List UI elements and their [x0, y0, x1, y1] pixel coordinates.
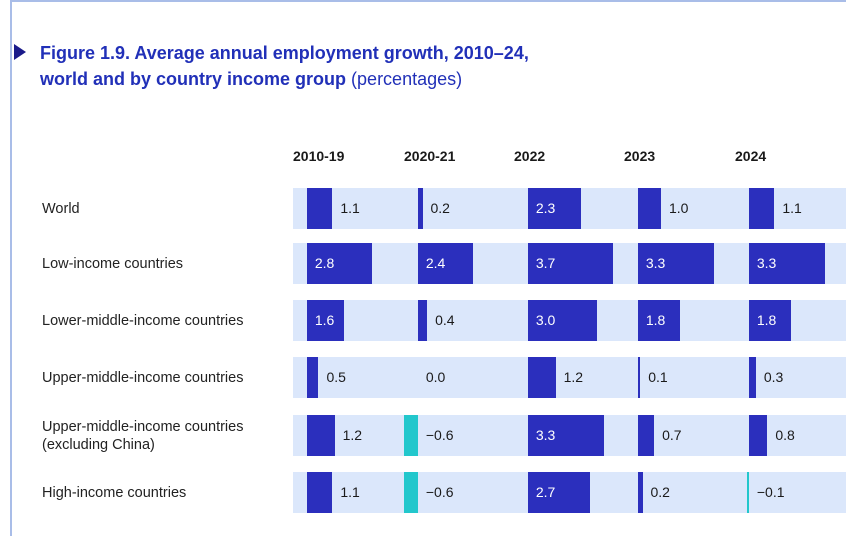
value-label: 1.8: [645, 312, 666, 328]
value-label: 2.3: [535, 200, 556, 216]
bar: [306, 472, 333, 513]
bar: [404, 472, 418, 513]
value-label: 0.1: [648, 369, 668, 385]
bar: [637, 243, 715, 284]
bar: [527, 300, 598, 341]
bar: [527, 472, 591, 513]
bar: [404, 415, 418, 456]
bar: [748, 300, 791, 341]
bar: [527, 357, 556, 398]
value-label: 1.2: [342, 427, 363, 443]
row-label: High-income countries: [42, 484, 187, 501]
bar: [637, 300, 680, 341]
value-label: 3.3: [645, 255, 666, 271]
cell: [404, 357, 515, 398]
column-header: 2024: [735, 148, 767, 164]
bar: [306, 357, 319, 398]
cell: [624, 357, 735, 398]
title-block: Figure 1.9. Average annual employment gr…: [40, 40, 820, 92]
value-label: 1.6: [314, 312, 335, 328]
row-label: Upper-middle-income countries (excluding…: [42, 418, 244, 453]
value-label: 0.0: [425, 369, 446, 385]
value-label: −0.1: [756, 484, 785, 500]
bar: [417, 300, 428, 341]
value-label: 0.2: [430, 200, 450, 216]
value-label: −0.6: [425, 484, 454, 500]
value-label: 2.7: [535, 484, 556, 500]
cell: [735, 472, 846, 513]
value-label: −0.6: [425, 427, 454, 443]
value-label: 3.3: [756, 255, 777, 271]
value-label: 0.7: [662, 427, 682, 443]
value-label: 1.1: [340, 484, 360, 500]
bar: [748, 243, 826, 284]
bar: [637, 415, 655, 456]
cell: [624, 472, 735, 513]
bar: [746, 472, 749, 513]
bar: [306, 415, 335, 456]
cell: [404, 415, 515, 456]
bar: [306, 300, 344, 341]
bar: [306, 243, 372, 284]
value-label: 3.3: [535, 427, 556, 443]
bar: [527, 188, 582, 229]
bar: [748, 188, 775, 229]
value-label: 0.3: [763, 369, 784, 385]
frame: [10, 0, 846, 2]
chart-subtitle: (percentages): [351, 69, 463, 89]
value-label: 1.0: [669, 200, 689, 216]
column-header: 2022: [514, 148, 546, 164]
value-label: 0.4: [435, 312, 455, 328]
bar: [527, 415, 605, 456]
chart-title: Figure 1.9. Average annual employment gr…: [40, 43, 529, 89]
row-label: Lower-middle-income countries: [42, 312, 244, 329]
value-label: 2.4: [425, 255, 446, 271]
row-label: Low-income countries: [42, 255, 184, 272]
bar: [637, 188, 661, 229]
bar: [637, 472, 643, 513]
value-label: 1.1: [782, 200, 802, 216]
value-label: 0.2: [650, 484, 670, 500]
bar: [637, 357, 641, 398]
marker: [14, 44, 26, 60]
row-label: World: [42, 200, 80, 217]
value-label: 3.7: [535, 255, 556, 271]
value-label: 2.8: [314, 255, 335, 271]
value-label: 1.2: [563, 369, 584, 385]
frame: [10, 0, 12, 536]
bar: [306, 188, 333, 229]
value-label: 1.8: [756, 312, 777, 328]
column-header: 2010-19: [293, 148, 345, 164]
value-label: 1.1: [340, 200, 360, 216]
column-header: 2020-21: [404, 148, 456, 164]
bar: [417, 243, 474, 284]
bar: [417, 188, 423, 229]
row-label: Upper-middle-income countries: [42, 369, 244, 386]
value-label: 3.0: [535, 312, 556, 328]
cell: [404, 472, 515, 513]
bar: [527, 243, 614, 284]
column-header: 2023: [624, 148, 656, 164]
value-label: 0.5: [326, 369, 346, 385]
bar: [748, 415, 768, 456]
cell: [404, 188, 515, 229]
value-label: 0.8: [775, 427, 795, 443]
bar: [748, 357, 756, 398]
